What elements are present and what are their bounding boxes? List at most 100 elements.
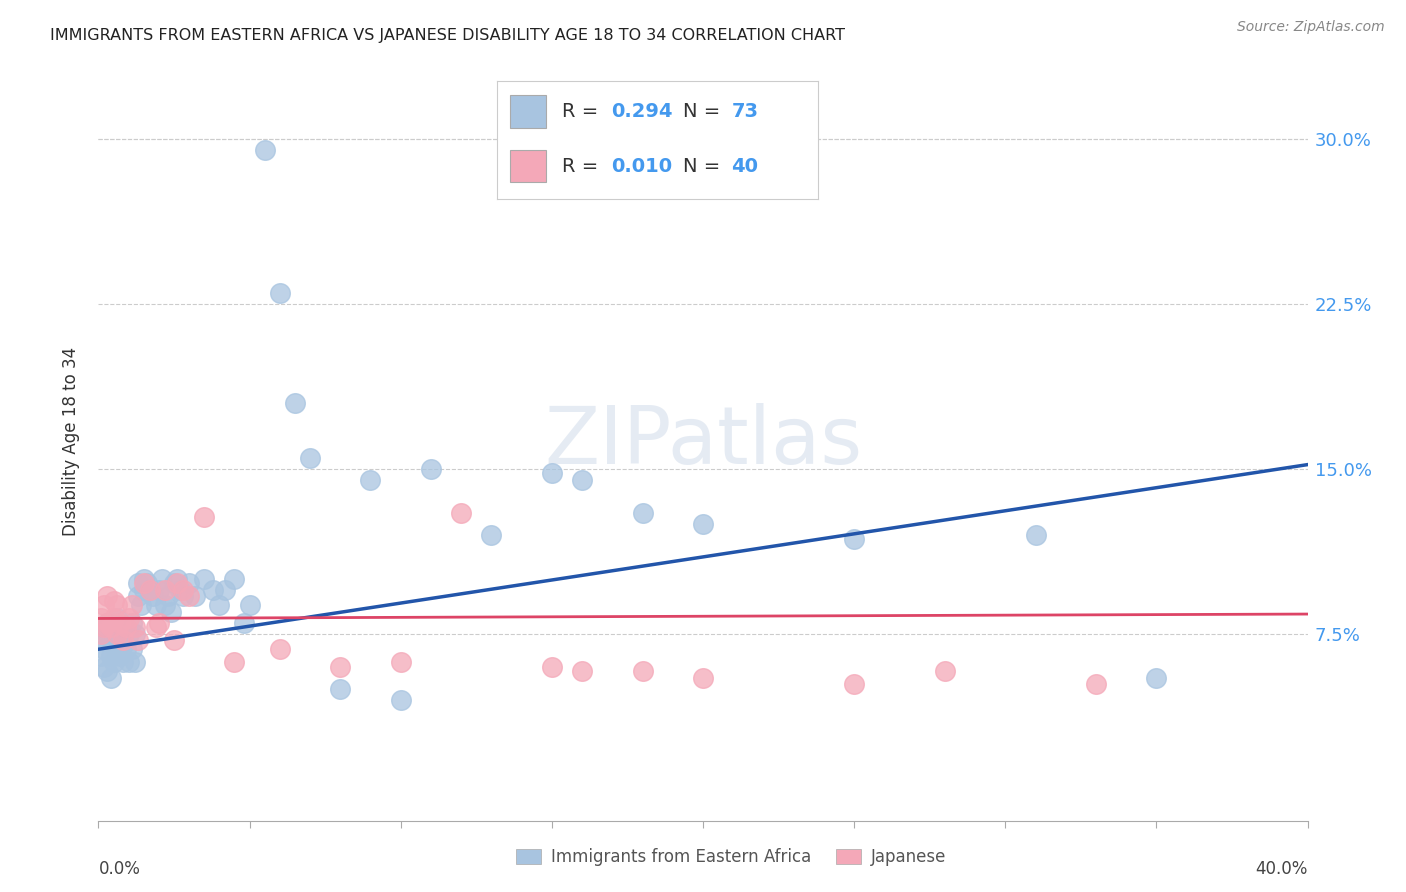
Point — [132, 572, 155, 586]
Point — [631, 664, 654, 678]
Point — [103, 611, 125, 625]
Point — [108, 615, 131, 630]
Point — [96, 590, 118, 604]
Point — [118, 656, 141, 670]
Point — [93, 642, 115, 657]
Point — [90, 633, 112, 648]
Point — [105, 627, 128, 641]
Point — [93, 620, 115, 634]
Point — [692, 671, 714, 685]
Point — [153, 599, 176, 613]
Point — [103, 638, 125, 652]
Point — [540, 467, 562, 481]
Text: 0.0%: 0.0% — [98, 860, 141, 879]
Point — [103, 594, 125, 608]
Text: ZIPatlas: ZIPatlas — [544, 402, 862, 481]
Point — [105, 599, 128, 613]
Text: Source: ZipAtlas.com: Source: ZipAtlas.com — [1237, 20, 1385, 34]
Point — [135, 576, 157, 591]
Point — [132, 582, 155, 597]
Point — [111, 656, 134, 670]
Y-axis label: Disability Age 18 to 34: Disability Age 18 to 34 — [62, 347, 80, 536]
Point — [202, 582, 225, 597]
Point — [132, 576, 155, 591]
Point — [1085, 677, 1108, 691]
Point — [571, 473, 593, 487]
Point — [299, 450, 322, 465]
Point — [100, 620, 122, 634]
Point — [114, 620, 136, 634]
Point — [214, 582, 236, 597]
Point — [360, 473, 382, 487]
Point — [163, 633, 186, 648]
Point — [145, 620, 167, 634]
Point — [153, 582, 176, 597]
Point — [90, 611, 112, 625]
Point — [844, 677, 866, 691]
Point — [224, 572, 246, 586]
Point — [96, 615, 118, 630]
Point — [121, 642, 143, 657]
Point — [148, 615, 170, 630]
Point — [121, 599, 143, 613]
Point — [156, 590, 179, 604]
Point — [129, 599, 152, 613]
Point — [329, 681, 352, 696]
Point — [90, 648, 112, 663]
Point — [127, 633, 149, 648]
Point — [121, 615, 143, 630]
Point — [90, 627, 112, 641]
Point — [139, 582, 162, 597]
Point — [108, 648, 131, 663]
Point — [93, 620, 115, 634]
Point — [166, 572, 188, 586]
Point — [114, 642, 136, 657]
Point — [105, 642, 128, 657]
Point — [844, 533, 866, 547]
Point — [118, 627, 141, 641]
Point — [540, 660, 562, 674]
Point — [284, 396, 307, 410]
Point — [329, 660, 352, 674]
Point — [239, 599, 262, 613]
Point — [193, 572, 215, 586]
Point — [103, 656, 125, 670]
Point — [100, 648, 122, 663]
Point — [934, 664, 956, 678]
Point — [481, 528, 503, 542]
Point — [450, 506, 472, 520]
Text: 40.0%: 40.0% — [1256, 860, 1308, 879]
Point — [93, 599, 115, 613]
Point — [111, 633, 134, 648]
Point — [253, 144, 276, 158]
Point — [139, 582, 162, 597]
Point — [269, 642, 291, 657]
Point — [163, 576, 186, 591]
Point — [96, 664, 118, 678]
Point — [208, 599, 231, 613]
Point — [169, 582, 191, 597]
Point — [105, 611, 128, 625]
Legend: Immigrants from Eastern Africa, Japanese: Immigrants from Eastern Africa, Japanese — [508, 840, 955, 875]
Point — [148, 582, 170, 597]
Point — [118, 611, 141, 625]
Point — [224, 656, 246, 670]
Point — [142, 590, 165, 604]
Point — [114, 620, 136, 634]
Point — [105, 633, 128, 648]
Point — [232, 615, 254, 630]
Point — [193, 510, 215, 524]
Text: IMMIGRANTS FROM EASTERN AFRICA VS JAPANESE DISABILITY AGE 18 TO 34 CORRELATION C: IMMIGRANTS FROM EASTERN AFRICA VS JAPANE… — [51, 29, 845, 43]
Point — [166, 576, 188, 591]
Point — [179, 576, 201, 591]
Point — [631, 506, 654, 520]
Point — [1024, 528, 1046, 542]
Point — [269, 286, 291, 301]
Point — [96, 615, 118, 630]
Point — [145, 599, 167, 613]
Point — [184, 590, 207, 604]
Point — [571, 664, 593, 678]
Point — [124, 656, 146, 670]
Point — [172, 590, 194, 604]
Point — [172, 582, 194, 597]
